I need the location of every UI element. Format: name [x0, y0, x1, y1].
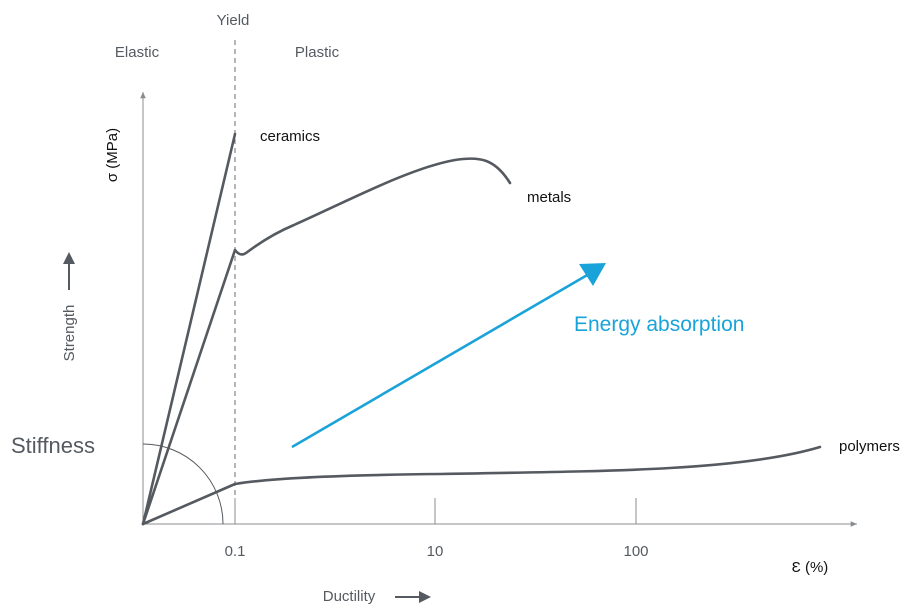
strength-arrow-head — [63, 252, 75, 264]
series-label-metals: metals — [527, 189, 571, 206]
series-label-ceramics: ceramics — [260, 128, 320, 145]
elastic-label: Elastic — [115, 44, 160, 61]
stiffness-label: Stiffness — [11, 433, 95, 458]
energy-absorption-label: Energy absorption — [574, 313, 744, 336]
yield-label: Yield — [217, 12, 250, 29]
metals-curve — [141, 157, 512, 526]
plastic-label: Plastic — [295, 44, 340, 61]
y-axis-title: σ (MPa) — [104, 128, 121, 182]
strength-label: Strength — [61, 305, 78, 362]
ceramics-curve — [141, 132, 237, 526]
x-axis-title: Ɛ (%) — [792, 559, 829, 576]
energy-arrow — [291, 272, 590, 449]
x-tick-label-1: 0.1 — [225, 543, 246, 560]
polymers-curve — [141, 445, 822, 526]
energy-arrow-head — [579, 263, 606, 286]
x-tick-label-3: 100 — [623, 543, 648, 560]
series-label-polymers: polymers — [839, 438, 900, 455]
ductility-label: Ductility — [323, 588, 376, 605]
ductility-arrow-head — [419, 591, 431, 603]
stiffness-arc — [142, 443, 224, 525]
x-tick-label-2: 10 — [427, 543, 444, 560]
